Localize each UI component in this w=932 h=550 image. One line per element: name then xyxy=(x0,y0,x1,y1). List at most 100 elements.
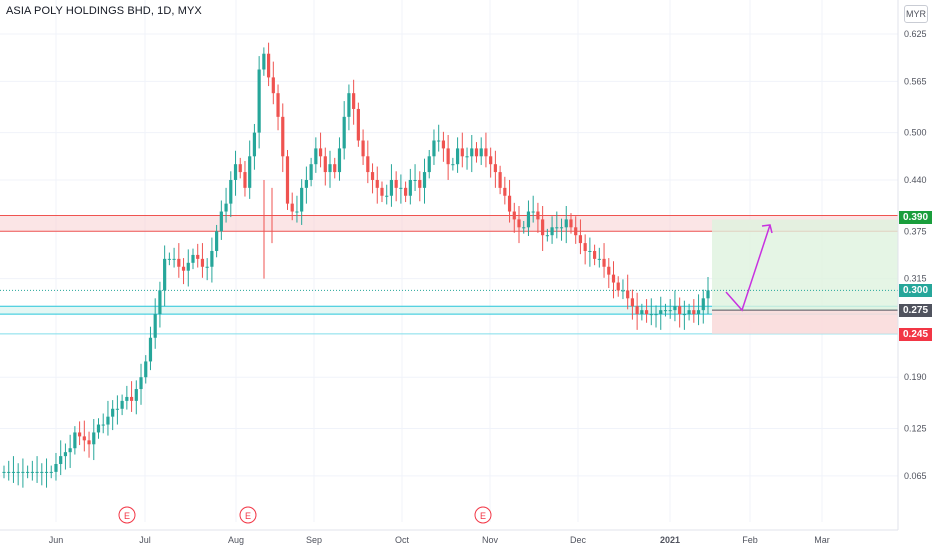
candle-body xyxy=(106,416,110,425)
candle-body xyxy=(92,432,96,445)
candle-body xyxy=(498,172,502,188)
earnings-marker-label: E xyxy=(480,511,486,521)
candle-body xyxy=(49,471,53,473)
candle-body xyxy=(200,258,205,267)
candle-body xyxy=(87,440,91,445)
candle-body xyxy=(427,156,431,173)
projection-arrow-path xyxy=(725,224,771,312)
candle-body xyxy=(257,69,261,133)
price-axis-tick: 0.065 xyxy=(904,471,927,481)
candle-body xyxy=(276,93,280,117)
price-axis-tick: 0.565 xyxy=(904,76,927,86)
candle-body xyxy=(399,187,403,189)
candle-body xyxy=(266,53,271,78)
time-axis-label: Jun xyxy=(49,535,64,545)
candle-body xyxy=(224,203,228,212)
candle-body xyxy=(337,148,342,173)
candle-body xyxy=(68,448,72,453)
candle-body xyxy=(219,211,223,232)
candle-body xyxy=(215,231,219,251)
entry-price-tag: 0.275 xyxy=(899,304,932,317)
candle-body xyxy=(158,290,162,315)
candle-body xyxy=(295,211,299,213)
candle-body xyxy=(696,310,701,315)
candle-body xyxy=(460,148,464,157)
candle-body xyxy=(101,424,105,426)
candle-body xyxy=(356,108,360,141)
candle-body xyxy=(441,140,446,149)
candle-body xyxy=(323,156,327,173)
candle-body xyxy=(172,258,176,260)
candle-body xyxy=(271,77,275,94)
candle-body xyxy=(602,258,606,267)
candle-body xyxy=(210,250,214,267)
candle-body xyxy=(21,471,25,473)
price-axis-tick: 0.625 xyxy=(904,29,927,39)
candle-body xyxy=(366,156,370,173)
candle-body xyxy=(361,140,365,157)
candle-body xyxy=(701,298,705,311)
time-axis-label: Jul xyxy=(139,535,151,545)
candle-body xyxy=(153,314,157,338)
candle-body xyxy=(564,219,568,228)
candle-body xyxy=(186,262,190,271)
candle-body xyxy=(252,132,257,157)
candle-body xyxy=(290,203,294,212)
candle-body xyxy=(682,314,686,316)
long-position-profit-zone xyxy=(712,219,898,311)
candle-body xyxy=(125,396,129,401)
candle-body xyxy=(148,337,153,362)
candle-body xyxy=(205,266,209,268)
target-price-tag: 0.390 xyxy=(899,211,932,224)
candle-body xyxy=(129,396,134,401)
time-axis-label: Aug xyxy=(228,535,244,545)
candle-body xyxy=(177,258,181,267)
price-axis-tick: 0.375 xyxy=(904,226,927,236)
stop-price-tag: 0.245 xyxy=(899,328,932,341)
earnings-marker xyxy=(118,506,136,524)
candle-body xyxy=(342,116,346,149)
candle-body xyxy=(243,172,247,188)
support-zone xyxy=(0,306,898,315)
candle-body xyxy=(635,306,639,315)
current-price-tag: 0.300 xyxy=(899,284,932,297)
candle-body xyxy=(432,140,436,157)
candle-body xyxy=(611,274,616,283)
candle-body xyxy=(309,164,313,180)
candle-body xyxy=(437,140,441,142)
candle-body xyxy=(630,298,635,307)
candle-body xyxy=(446,148,450,165)
candle-body xyxy=(607,266,611,275)
currency-badge[interactable]: MYR xyxy=(904,5,928,23)
candle-body xyxy=(163,258,167,291)
candle-body xyxy=(517,219,521,228)
candle-body xyxy=(569,219,573,228)
candle-body xyxy=(526,211,531,228)
candle-body xyxy=(479,148,483,157)
candle-body xyxy=(465,156,469,158)
candle-body xyxy=(616,282,620,291)
earnings-marker-label: E xyxy=(245,511,251,521)
candle-body xyxy=(578,235,583,244)
candle-body xyxy=(120,400,124,409)
candle-body xyxy=(451,164,455,166)
candle-body xyxy=(418,179,422,188)
candle-body xyxy=(522,227,526,229)
candle-body xyxy=(11,471,16,473)
candle-body xyxy=(73,432,77,449)
candle-body xyxy=(541,219,545,236)
candle-body xyxy=(413,179,417,181)
candle-body xyxy=(30,471,34,473)
candle-body xyxy=(626,290,630,299)
candle-body xyxy=(304,179,308,188)
candle-body xyxy=(196,254,200,259)
candle-body xyxy=(314,148,318,165)
candle-body xyxy=(144,361,148,378)
candle-body xyxy=(503,187,507,196)
candle-body xyxy=(512,211,516,220)
price-axis-tick: 0.315 xyxy=(904,274,927,284)
candle-body xyxy=(644,310,649,315)
earnings-marker xyxy=(474,506,492,524)
candle-body xyxy=(408,179,412,196)
